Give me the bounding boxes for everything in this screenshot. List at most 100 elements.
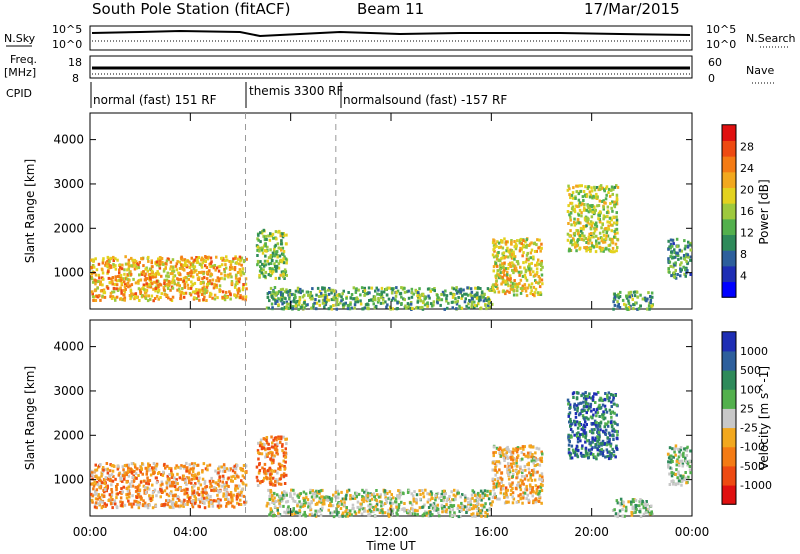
- velocity-cell: [503, 459, 506, 462]
- power-cell: [452, 287, 456, 291]
- velocity-cell: [622, 500, 625, 504]
- power-cell: [193, 290, 196, 294]
- power-cell: [151, 265, 154, 269]
- velocity-cell: [307, 501, 310, 505]
- power-cell: [197, 294, 200, 298]
- power-cell: [211, 264, 214, 268]
- velocity-cell: [488, 507, 492, 510]
- velocity-cell: [168, 477, 171, 481]
- velocity-cell: [586, 439, 589, 443]
- velocity-cell: [454, 497, 457, 501]
- power-cell: [470, 303, 474, 306]
- power-cell: [416, 294, 419, 298]
- power-cell: [148, 283, 151, 287]
- power-cell: [451, 306, 454, 310]
- velocity-cell: [266, 469, 270, 473]
- power-cell: [491, 253, 495, 257]
- power-cell: [156, 270, 159, 274]
- velocity-cell: [206, 468, 209, 472]
- velocity-cell: [398, 489, 402, 493]
- power-cell: [611, 250, 614, 254]
- velocity-cell: [530, 459, 533, 463]
- power-cell: [204, 264, 207, 268]
- velocity-cell: [540, 501, 543, 505]
- power-cell: [96, 295, 99, 299]
- velocity-cell: [610, 400, 613, 404]
- power-cell: [171, 258, 175, 262]
- velocity-cell: [203, 481, 207, 485]
- velocity-cell: [178, 505, 181, 509]
- power-cell: [368, 291, 371, 295]
- power-cell: [598, 220, 602, 223]
- power-cell: [627, 307, 631, 311]
- velocity-cell: [592, 413, 595, 417]
- velocity-cell: [541, 452, 544, 456]
- power-cell: [109, 291, 113, 295]
- velocity-cell: [418, 506, 422, 510]
- power-cell: [613, 185, 617, 189]
- velocity-cell: [229, 493, 233, 497]
- velocity-cell: [511, 475, 514, 479]
- velocity-cell: [582, 396, 586, 400]
- velocity-cell: [269, 511, 272, 515]
- velocity-cell: [298, 514, 302, 517]
- power-colorbar-swatch: [722, 187, 736, 204]
- velocity-cell: [380, 500, 383, 504]
- power-cell: [596, 204, 599, 208]
- velocity-cell: [266, 501, 269, 505]
- velocity-cell: [635, 504, 638, 508]
- velocity-cell: [123, 464, 127, 467]
- power-cell: [143, 291, 147, 295]
- power-cell: [108, 264, 112, 268]
- velocity-cell: [519, 488, 523, 492]
- power-cell: [165, 274, 168, 278]
- velocity-cell: [495, 446, 499, 450]
- power-cell: [198, 262, 202, 266]
- velocity-cell: [290, 510, 294, 514]
- velocity-cell: [539, 458, 542, 462]
- power-cell: [670, 274, 673, 278]
- velocity-cell: [397, 508, 401, 512]
- power-cell: [171, 286, 175, 290]
- velocity-cell: [166, 484, 169, 488]
- velocity-cell: [281, 443, 284, 447]
- velocity-cell: [191, 505, 195, 509]
- velocity-cell: [183, 492, 186, 496]
- power-cell: [482, 299, 486, 303]
- power-cell: [538, 285, 542, 289]
- velocity-cell: [264, 469, 267, 473]
- power-cell: [612, 215, 615, 219]
- power-cell: [385, 305, 388, 309]
- velocity-cell: [602, 410, 605, 414]
- x-tick-label: 00:00: [675, 525, 710, 539]
- velocity-cell: [567, 435, 570, 439]
- velocity-cell: [221, 484, 224, 488]
- velocity-cell: [315, 512, 319, 516]
- power-cell: [203, 287, 206, 291]
- velocity-cell: [681, 453, 685, 457]
- velocity-cell: [410, 512, 414, 516]
- velocity-cell: [326, 495, 329, 499]
- power-cell: [532, 270, 535, 274]
- power-cell: [573, 207, 576, 211]
- power-cell: [317, 299, 321, 303]
- power-cell: [591, 204, 594, 207]
- power-cell: [576, 205, 579, 209]
- velocity-cell: [232, 474, 235, 478]
- power-cell: [495, 274, 498, 278]
- velocity-cell: [265, 439, 268, 442]
- velocity-cell: [450, 514, 454, 517]
- power-cell: [589, 220, 593, 224]
- velocity-cell: [527, 455, 530, 459]
- velocity-cell: [280, 473, 284, 477]
- power-cell: [210, 292, 213, 296]
- power-cell: [275, 291, 279, 295]
- power-cell: [583, 193, 587, 197]
- velocity-cell: [143, 491, 146, 495]
- velocity-cell: [589, 405, 592, 409]
- power-cell: [229, 260, 233, 264]
- power-cell: [506, 289, 509, 293]
- velocity-cell: [517, 500, 520, 503]
- velocity-cell: [576, 437, 580, 441]
- velocity-cell: [272, 438, 275, 442]
